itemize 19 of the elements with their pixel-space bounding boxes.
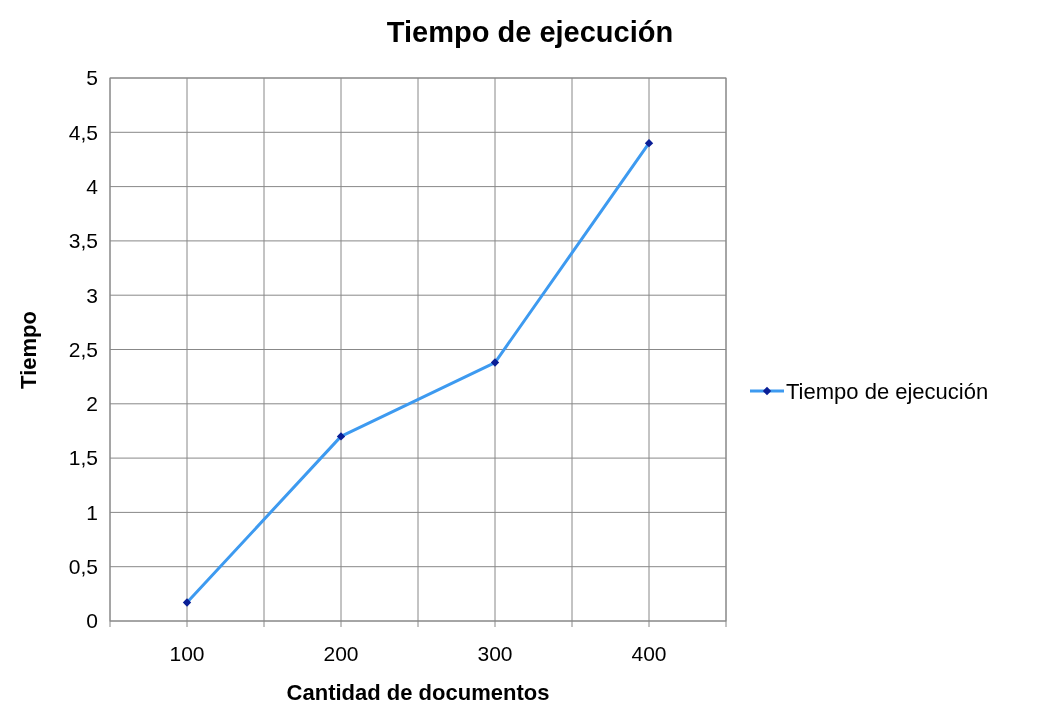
y-tick-label: 1,5 <box>68 446 98 470</box>
x-tick-label: 200 <box>323 642 359 665</box>
y-tick-label: 3 <box>86 283 98 307</box>
y-tick-label: 0 <box>86 609 98 633</box>
y-tick-label: 2,5 <box>68 337 98 361</box>
x-axis-title: Cantidad de documentos <box>286 680 550 705</box>
y-tick-label: 4,5 <box>68 120 98 144</box>
legend-label: Tiempo de ejecución <box>786 378 989 404</box>
x-tick-label: 300 <box>477 642 513 665</box>
chart-title: Tiempo de ejecución <box>386 16 674 48</box>
y-tick-label: 1 <box>86 500 98 524</box>
y-tick-label: 0,5 <box>68 555 98 579</box>
x-tick-label: 100 <box>169 642 205 665</box>
y-tick-label: 4 <box>86 174 99 198</box>
y-tick-label: 5 <box>86 66 98 90</box>
y-axis-title: Tiempo <box>16 311 41 389</box>
x-tick-label: 400 <box>631 642 667 665</box>
y-tick-label: 3,5 <box>68 229 98 253</box>
y-tick-label: 2 <box>86 392 98 416</box>
